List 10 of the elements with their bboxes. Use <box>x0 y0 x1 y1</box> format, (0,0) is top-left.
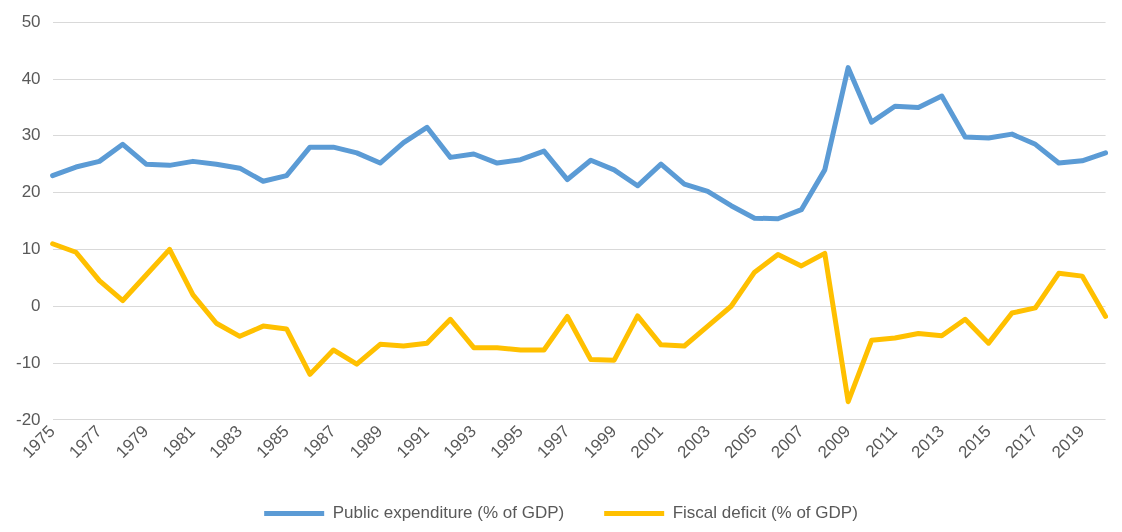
y-tick-label: 20 <box>21 182 41 202</box>
y-tick-label: 0 <box>31 295 41 315</box>
legend-label: Public expenditure (% of GDP) <box>332 503 565 523</box>
y-tick-label: 30 <box>21 125 41 145</box>
y-tick-label: 50 <box>21 11 41 31</box>
y-tick-label: 10 <box>21 239 41 259</box>
y-tick-label: 40 <box>21 68 41 88</box>
y-tick-label: -10 <box>15 352 41 372</box>
y-tick-label: -20 <box>15 409 41 429</box>
legend-label: Fiscal deficit (% of GDP) <box>672 503 858 523</box>
